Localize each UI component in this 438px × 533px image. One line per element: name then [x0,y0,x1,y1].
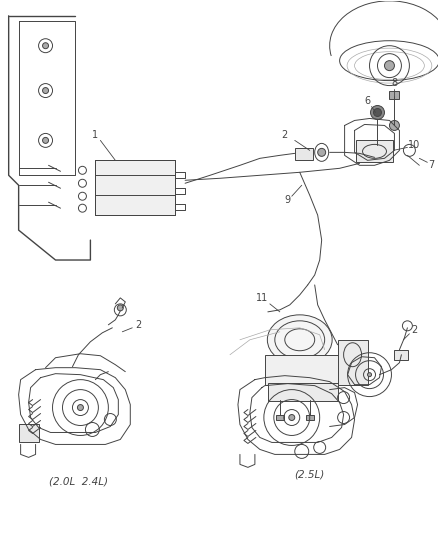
Bar [389,91,399,99]
Text: 2: 2 [135,320,141,330]
Bar [95,160,175,215]
Text: 11: 11 [255,293,267,303]
Bar [294,148,312,160]
Text: 7: 7 [427,160,434,171]
Ellipse shape [267,315,332,365]
Text: 1: 1 [92,131,98,140]
Circle shape [117,305,123,311]
Circle shape [77,405,83,410]
Text: 8: 8 [391,78,396,87]
Bar [305,415,313,419]
Circle shape [367,373,371,377]
Circle shape [42,138,49,143]
Circle shape [370,106,384,119]
Text: 9: 9 [284,195,290,205]
Circle shape [373,109,381,117]
Bar [275,415,283,419]
Bar [394,350,407,360]
Circle shape [384,61,394,70]
Bar [337,340,367,385]
Bar [18,424,39,442]
Bar [267,383,337,401]
Circle shape [42,43,49,49]
Circle shape [288,415,294,421]
Text: (2.0L  2.4L): (2.0L 2.4L) [49,477,108,486]
Circle shape [317,148,325,156]
Text: 2: 2 [410,325,417,335]
Text: 6: 6 [364,95,370,106]
Text: (2.5L): (2.5L) [294,470,324,479]
Text: 10: 10 [407,140,420,150]
Circle shape [42,87,49,94]
Text: 2: 2 [281,131,287,140]
Bar [264,355,339,385]
Bar [95,160,175,215]
Bar [355,140,392,163]
Circle shape [389,120,399,131]
